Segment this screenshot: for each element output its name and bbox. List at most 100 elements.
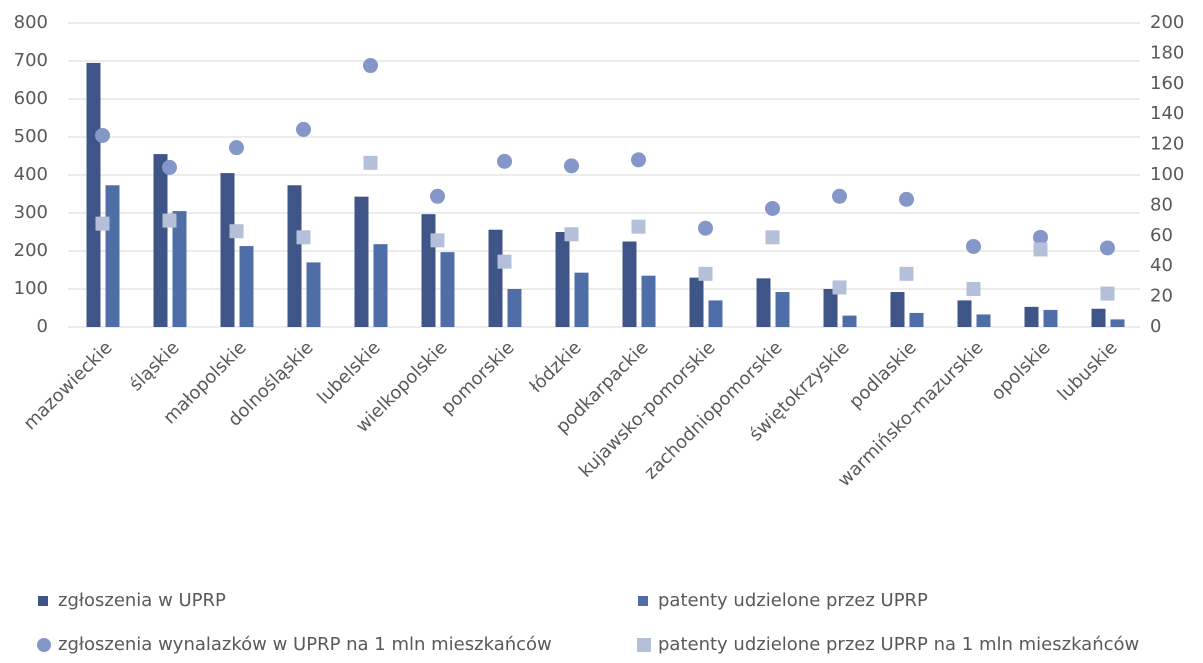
point <box>765 230 780 245</box>
y2-tick-label: 160 <box>1150 73 1184 94</box>
point <box>564 158 579 174</box>
y2-tick-label: 200 <box>1150 12 1184 33</box>
bar <box>105 185 120 327</box>
y2-tick-label: 120 <box>1150 134 1184 155</box>
point <box>564 227 579 242</box>
point <box>899 266 914 281</box>
point <box>430 188 445 204</box>
bar <box>507 289 522 327</box>
y-tick-label: 200 <box>14 240 48 261</box>
legend-marker <box>637 638 651 652</box>
bar <box>823 289 838 327</box>
point <box>698 220 713 236</box>
x-tick-label: kujawsko-pomorskie <box>575 337 719 481</box>
x-tick-label: śląskie <box>125 337 183 395</box>
point <box>229 224 244 239</box>
y2-tick-label: 60 <box>1150 225 1173 246</box>
legend-marker <box>638 596 648 606</box>
y-tick-label: 400 <box>14 164 48 185</box>
point <box>162 213 177 228</box>
bar <box>957 300 972 327</box>
bar <box>1091 308 1106 327</box>
y2-tick-label: 20 <box>1150 286 1173 307</box>
bar <box>287 185 302 327</box>
bar <box>172 211 187 327</box>
bar <box>555 232 570 327</box>
bar <box>1024 306 1039 327</box>
bar <box>976 314 991 327</box>
point <box>631 219 646 234</box>
y2-tick-label: 0 <box>1150 316 1161 337</box>
y-tick-label: 0 <box>37 316 48 337</box>
bar <box>756 278 771 327</box>
y-tick-label: 300 <box>14 202 48 223</box>
point <box>1100 286 1115 301</box>
point <box>1033 242 1048 257</box>
point <box>363 58 378 74</box>
point <box>1100 240 1115 256</box>
y2-tick-label: 100 <box>1150 164 1184 185</box>
bar <box>373 244 388 327</box>
point <box>363 155 378 170</box>
bar <box>354 196 369 327</box>
bar <box>440 252 455 327</box>
bar <box>775 292 790 327</box>
point <box>899 191 914 207</box>
bar <box>890 292 905 327</box>
y2-tick-label: 140 <box>1150 103 1184 124</box>
bar <box>153 154 168 327</box>
point <box>296 230 311 245</box>
bar <box>689 277 704 327</box>
y2-tick-label: 40 <box>1150 255 1173 276</box>
legend-marker <box>38 596 48 606</box>
bar <box>1043 309 1058 327</box>
y-tick-label: 700 <box>14 50 48 71</box>
point <box>497 153 512 169</box>
bar <box>421 214 436 327</box>
x-tick-label: pomorskie <box>437 337 519 419</box>
point <box>229 140 244 156</box>
bar <box>220 173 235 327</box>
bar <box>574 272 589 327</box>
point <box>966 238 981 254</box>
point <box>1033 229 1048 245</box>
bar <box>641 275 656 327</box>
bar <box>842 315 857 327</box>
y-tick-label: 100 <box>14 278 48 299</box>
y-tick-label: 800 <box>14 12 48 33</box>
bar <box>909 312 924 327</box>
x-tick-label: łódzkie <box>526 337 586 397</box>
x-tick-label: lubelskie <box>313 337 384 408</box>
point <box>832 188 847 204</box>
y-tick-label: 600 <box>14 88 48 109</box>
legend-label: patenty udzielone przez UPRP <box>658 590 928 611</box>
point <box>95 216 110 231</box>
y2-tick-label: 80 <box>1150 194 1173 215</box>
point <box>631 152 646 168</box>
point <box>162 159 177 175</box>
point <box>497 254 512 269</box>
y2-tick-label: 180 <box>1150 42 1184 63</box>
point <box>95 127 110 143</box>
bar <box>622 241 637 327</box>
point <box>698 266 713 281</box>
y-tick-label: 500 <box>14 126 48 147</box>
legend-label: zgłoszenia wynalazków w UPRP na 1 mln mi… <box>58 634 552 655</box>
bar <box>306 262 321 327</box>
point <box>832 280 847 295</box>
bar <box>239 246 254 327</box>
x-tick-label: mazowieckie <box>20 337 117 434</box>
point <box>966 282 981 296</box>
point <box>430 233 445 248</box>
x-tick-label: opolskie <box>987 337 1054 404</box>
bar <box>1110 319 1125 327</box>
legend-label: patenty udzielone przez UPRP na 1 mln mi… <box>658 634 1139 655</box>
legend-marker <box>37 638 51 652</box>
legend-label: zgłoszenia w UPRP <box>58 590 226 611</box>
bar <box>488 229 503 327</box>
bar <box>86 62 101 328</box>
point <box>296 121 311 137</box>
bar <box>708 300 723 327</box>
point <box>765 200 780 216</box>
